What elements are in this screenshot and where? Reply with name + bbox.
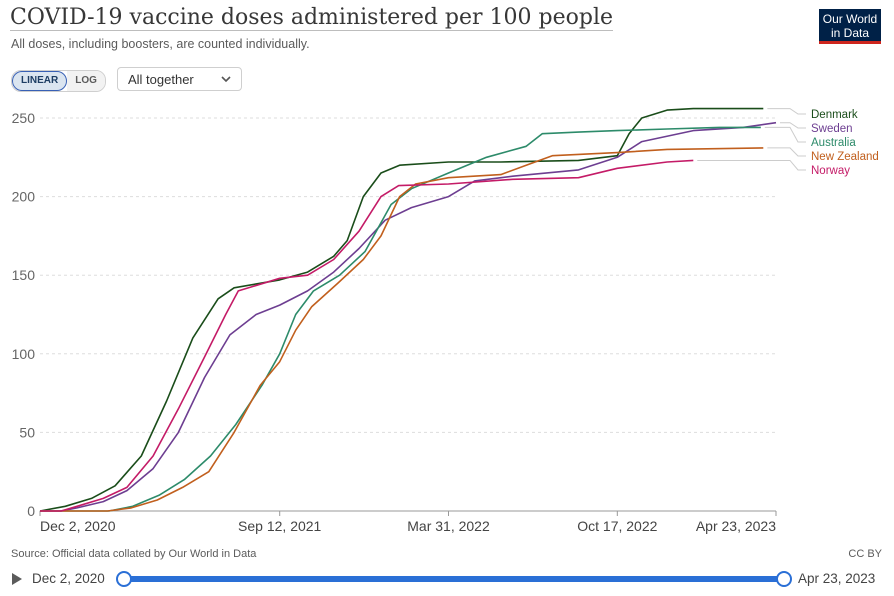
timeline-start-label: Dec 2, 2020 — [32, 571, 105, 586]
y-tick-label: 50 — [19, 424, 35, 440]
y-tick-label: 200 — [12, 189, 36, 205]
log-scale-button[interactable]: LOG — [67, 71, 105, 91]
logo-line-2: in Data — [830, 26, 870, 40]
timeline-start-handle[interactable] — [116, 571, 132, 587]
chart-subtitle: All doses, including boosters, are count… — [11, 37, 310, 51]
series-line-denmark — [39, 107, 764, 512]
timeline-end-handle[interactable] — [776, 571, 792, 587]
line-chart: 0 50 100 150 200 250 Dec 2, 2020 Sep 12, 2021 Ma… — [12, 107, 879, 534]
legend-label-sweden: Sweden — [811, 123, 853, 135]
play-icon[interactable] — [12, 573, 22, 585]
linear-scale-button[interactable]: LINEAR — [12, 71, 68, 91]
legend-label-australia: Australia — [811, 137, 856, 149]
source-note: Source: Official data collated by Our Wo… — [11, 548, 257, 560]
chevron-down-icon — [220, 69, 232, 98]
facet-dropdown-value: All together — [128, 72, 194, 87]
series-line-new-zealand — [40, 147, 764, 512]
legend-connector — [780, 122, 806, 129]
license-badge[interactable]: CC BY — [848, 548, 882, 560]
y-tick-label: 250 — [12, 110, 36, 126]
x-tick-label: Apr 23, 2023 — [696, 518, 776, 534]
chart-title-text: COVID-19 vaccine doses administered per … — [10, 5, 614, 31]
series-line-norway — [40, 159, 694, 512]
chart-title: COVID-19 vaccine doses administered per … — [10, 5, 614, 31]
y-tick-label: 150 — [12, 267, 36, 283]
x-tick-label: Dec 2, 2020 — [40, 518, 116, 534]
legend-label-new-zealand: New Zealand — [811, 151, 879, 163]
legend-label-denmark: Denmark — [811, 109, 858, 121]
legend-connector — [764, 126, 806, 143]
legend-connector — [767, 147, 806, 157]
x-tick-label: Mar 31, 2022 — [407, 518, 490, 534]
timeline-track[interactable] — [123, 576, 783, 582]
timeline-end-label: Apr 23, 2023 — [798, 571, 876, 586]
y-tick-label: 100 — [12, 346, 36, 362]
x-tick-label: Sep 12, 2021 — [238, 518, 322, 534]
legend-connector — [767, 108, 806, 115]
x-tick-label: Oct 17, 2022 — [577, 518, 657, 534]
y-tick-label: 0 — [27, 503, 35, 519]
series-line-australia — [40, 126, 761, 512]
legend-connector — [697, 159, 806, 171]
logo-line-1: Our World — [822, 12, 878, 26]
facet-dropdown[interactable]: All together — [117, 67, 242, 91]
legend-label-norway: Norway — [811, 165, 850, 177]
series-line-sweden — [40, 121, 777, 512]
timeline-slider: Dec 2, 2020 Apr 23, 2023 — [0, 566, 894, 594]
owid-logo[interactable]: Our World in Data — [819, 9, 881, 44]
scale-toggle: LINEAR LOG — [11, 70, 106, 92]
